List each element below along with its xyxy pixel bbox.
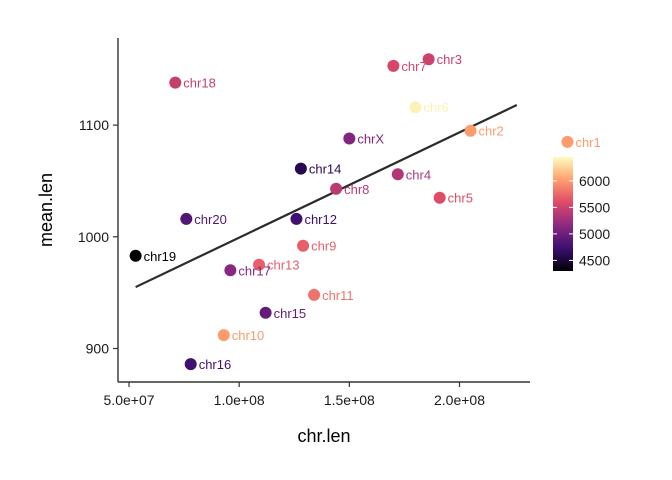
point-label-chr19: chr19: [144, 249, 177, 264]
point-label-chr4: chr4: [406, 167, 431, 182]
point-label-chr6: chr6: [423, 100, 448, 115]
point-chr15: [259, 306, 272, 319]
x-axis-ticks: 5.0e+07 1.0e+08 1.5e+08 2.0e+08: [104, 382, 485, 408]
point-label-chr18: chr18: [183, 76, 216, 91]
colorbar-tick-label: 5500: [579, 199, 610, 215]
point-chr11: [308, 288, 321, 301]
point-chr18: [169, 76, 182, 89]
color-legend: 4500 5000 5500 6000: [553, 157, 610, 271]
point-label-chr16: chr16: [199, 357, 232, 372]
point-chr3: [422, 53, 435, 66]
x-tick-label: 1.5e+08: [324, 392, 375, 408]
point-chr4: [391, 168, 404, 181]
colorbar: [553, 157, 573, 271]
axes: [117, 38, 530, 383]
y-tick-label: 1100: [79, 117, 109, 133]
y-axis-title: mean.len: [36, 173, 56, 247]
point-label-chr9: chr9: [311, 239, 336, 254]
y-tick-label: 900: [86, 340, 110, 356]
point-label-chr14: chr14: [309, 162, 342, 177]
point-chr20: [180, 212, 193, 225]
colorbar-tick-label: 6000: [579, 173, 610, 189]
y-axis-ticks: 900 1000 1100: [78, 117, 118, 356]
x-tick-label: 2.0e+08: [434, 392, 485, 408]
point-label-chr3: chr3: [437, 52, 462, 67]
point-chr7: [387, 59, 400, 72]
point-label-chr15: chr15: [274, 306, 307, 321]
point-label-chr5: chr5: [448, 191, 473, 206]
point-chr8: [330, 182, 343, 195]
y-tick-label: 1000: [78, 229, 109, 245]
point-label-chr13: chr13: [267, 258, 300, 273]
point-label-chr1: chr1: [575, 135, 600, 150]
point-chr6: [409, 101, 422, 114]
point-label-chr2: chr2: [479, 124, 504, 139]
point-label-chr20: chr20: [194, 212, 227, 227]
trend-line: [135, 104, 518, 289]
point-chr2: [464, 124, 477, 137]
trend-line-layer: [135, 104, 518, 289]
colorbar-ticks: 4500 5000 5500 6000: [553, 173, 610, 268]
colorbar-tick-label: 5000: [579, 226, 610, 242]
x-tick-label: 5.0e+07: [104, 392, 155, 408]
point-label-chr11: chr11: [322, 288, 354, 303]
point-label-chr17: chr17: [238, 263, 271, 278]
point-chr16: [184, 358, 197, 371]
point-label-chr8: chr8: [344, 182, 369, 197]
colorbar-tick-label: 4500: [579, 252, 610, 268]
point-chr10: [217, 329, 230, 342]
point-chr19: [129, 249, 142, 262]
point-chr1: [561, 135, 574, 148]
point-label-chr7: chr7: [401, 59, 426, 74]
points-layer: chr1 chr2 chr3 chr4 chr5 chr6 chr7 chr8 chr9 chr1…: [129, 52, 601, 372]
point-chr5: [433, 191, 446, 204]
point-label-chrX: chrX: [357, 132, 384, 147]
point-chr12: [290, 212, 303, 225]
point-label-chr12: chr12: [304, 212, 337, 227]
point-chr9: [297, 239, 310, 252]
x-tick-label: 1.0e+08: [214, 392, 265, 408]
point-chr14: [294, 162, 307, 175]
point-chr17: [224, 264, 237, 277]
point-label-chr10: chr10: [232, 328, 265, 343]
point-chr13: [253, 258, 266, 271]
x-axis-title: chr.len: [297, 426, 350, 446]
point-chrX: [343, 132, 356, 145]
